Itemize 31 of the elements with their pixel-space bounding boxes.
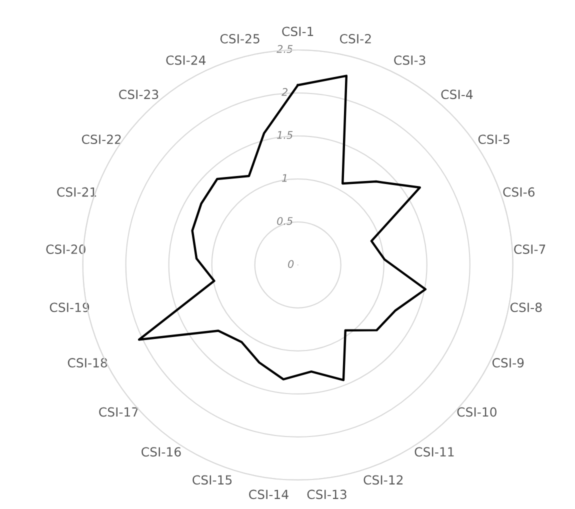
spoke-label: CSI-16: [142, 447, 181, 457]
spoke-label: CSI-14: [249, 490, 288, 500]
spoke-label: CSI-3: [394, 55, 426, 65]
y-tick-label: 1: [282, 174, 287, 182]
spoke-label: CSI-7: [514, 244, 546, 254]
spoke-label: CSI-18: [68, 358, 108, 368]
spoke-label: CSI-13: [307, 490, 346, 500]
spoke-label: CSI-25: [220, 34, 260, 44]
spoke-label: CSI-1: [282, 26, 314, 36]
spoke-label: CSI-10: [457, 407, 496, 417]
y-tick-label: 0: [288, 260, 294, 268]
spoke-label: CSI-6: [503, 187, 535, 197]
spoke-label: CSI-20: [46, 244, 86, 254]
spoke-label: CSI-24: [166, 55, 206, 65]
spoke-label: CSI-17: [99, 407, 138, 417]
spoke-label: CSI-11: [414, 447, 454, 457]
spoke-label: CSI-23: [119, 90, 158, 100]
spoke-label: CSI-5: [478, 134, 510, 144]
y-tick-label: 2.5: [276, 45, 293, 53]
spoke-label: CSI-15: [192, 475, 232, 485]
spoke-label: CSI-12: [364, 475, 403, 485]
y-tick-label: 0.5: [277, 217, 293, 225]
spoke-label: CSI-4: [441, 90, 473, 100]
y-tick-label: 2: [282, 88, 288, 96]
spoke-label: CSI-22: [82, 134, 121, 144]
spoke-label: CSI-9: [492, 358, 524, 368]
spoke-label: CSI-8: [510, 302, 542, 312]
spoke-label: CSI-2: [340, 34, 371, 44]
y-tick-label: 1.5: [277, 131, 293, 139]
spoke-label: CSI-21: [57, 187, 96, 197]
spoke-label: CSI-19: [50, 302, 90, 312]
